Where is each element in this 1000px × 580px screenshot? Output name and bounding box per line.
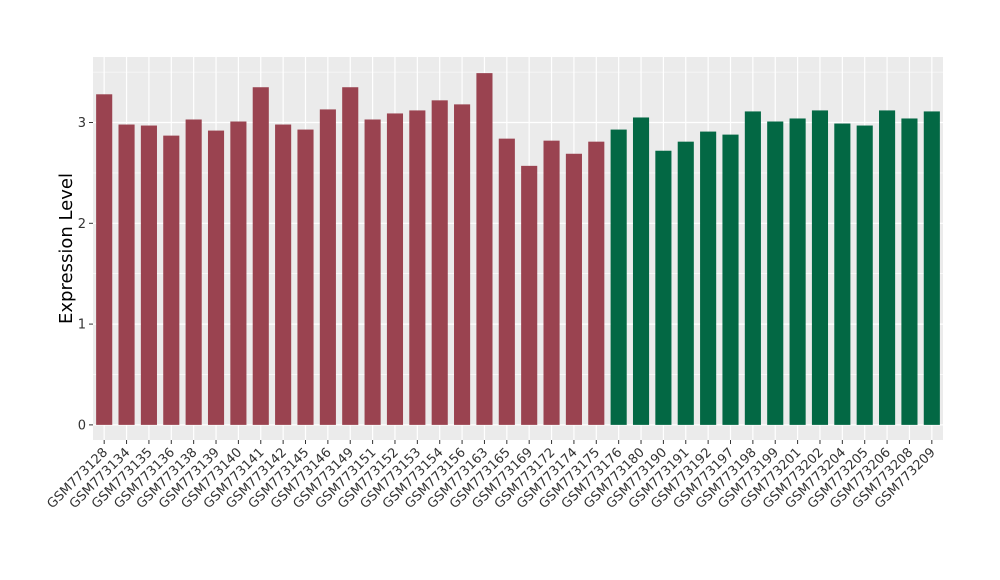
bar-gsm773169 — [521, 165, 538, 425]
y-tick-label: 2 — [78, 217, 86, 232]
bar-gsm773209 — [923, 111, 940, 425]
bar-gsm773192 — [700, 131, 717, 425]
bar-gsm773204 — [834, 123, 851, 425]
bar-gsm773190 — [655, 150, 672, 425]
bar-gsm773152 — [386, 113, 404, 425]
bar-gsm773156 — [454, 104, 471, 425]
bar-gsm773197 — [722, 134, 739, 425]
bar-gsm773174 — [565, 153, 582, 425]
bar-gsm773145 — [297, 129, 314, 425]
y-axis-title: Expression Level — [56, 173, 77, 324]
bar-gsm773151 — [364, 119, 381, 425]
bar-gsm773198 — [744, 111, 761, 425]
bar-gsm773205 — [856, 125, 873, 425]
y-tick-label: 0 — [78, 418, 86, 433]
bar-gsm773138 — [185, 119, 202, 425]
bar-gsm773134 — [118, 124, 135, 425]
bar-gsm773140 — [230, 121, 247, 425]
y-tick-label: 3 — [78, 116, 86, 131]
bar-gsm773201 — [789, 118, 806, 425]
bar-gsm773176 — [610, 129, 627, 425]
bar-gsm773206 — [879, 110, 896, 425]
y-axis: 0 1 2 3 — [78, 116, 93, 433]
bar-gsm773202 — [811, 110, 829, 425]
bar-gsm773208 — [901, 118, 918, 425]
bar-gsm773141 — [252, 87, 269, 425]
bar-gsm773163 — [476, 73, 493, 425]
bar-gsm773139 — [207, 130, 225, 425]
bar-gsm773165 — [498, 138, 515, 425]
bar-gsm773180 — [632, 117, 650, 425]
bar-gsm773142 — [275, 124, 292, 425]
bar-gsm773175 — [588, 141, 605, 425]
bar-gsm773172 — [543, 140, 560, 425]
bar-gsm773199 — [767, 121, 784, 425]
bar-gsm773146 — [319, 109, 336, 425]
bars — [96, 73, 940, 425]
bar-gsm773135 — [140, 125, 157, 425]
x-axis: GSM773128GSM773134GSM773135GSM773136GSM7… — [44, 440, 939, 512]
bar-gsm773153 — [409, 110, 426, 425]
bar-gsm773191 — [677, 141, 694, 425]
bar-gsm773149 — [342, 87, 359, 425]
y-tick-label: 1 — [78, 318, 86, 333]
bar-gsm773128 — [96, 94, 113, 425]
bar-gsm773136 — [163, 135, 180, 425]
bar-gsm773154 — [431, 100, 448, 425]
